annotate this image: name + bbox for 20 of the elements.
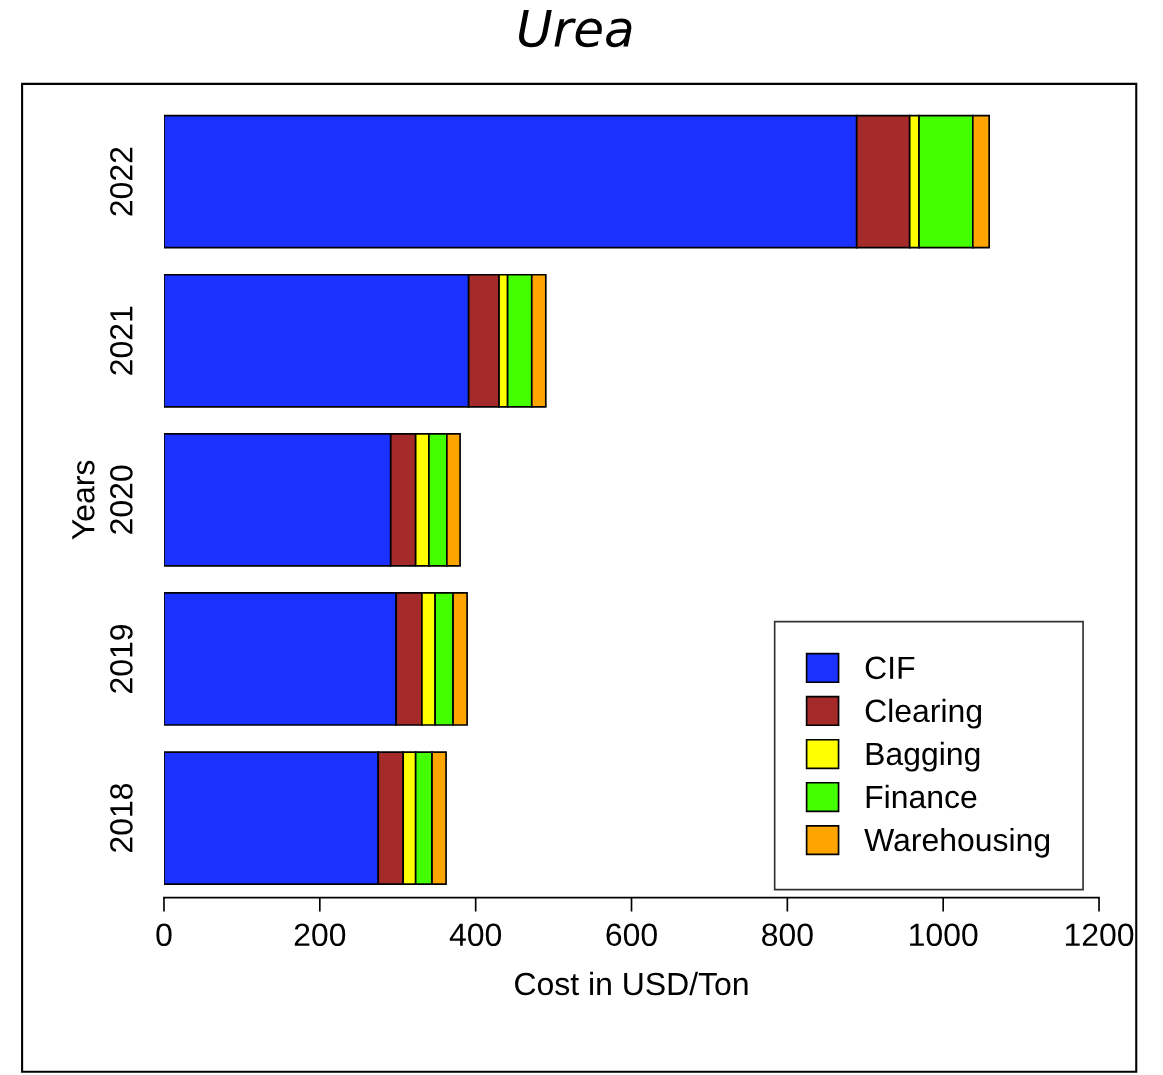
x-tick-label: 600 <box>606 923 657 947</box>
x-tick-label: 0 <box>156 923 172 947</box>
legend-label: Warehousing <box>864 827 1050 858</box>
legend-label: Bagging <box>866 741 980 772</box>
y-tick-label: 2022 <box>110 147 133 216</box>
x-tick-label: 1200 <box>1065 923 1134 947</box>
y-axis-title: Years <box>72 460 95 540</box>
x-tick-label: 400 <box>449 923 502 947</box>
x-axis-title: Cost in USD/Ton <box>515 971 748 996</box>
legend-label: Clearing <box>865 698 982 729</box>
y-tick-label: 2021 <box>110 306 133 375</box>
y-tick-label: 2020 <box>110 465 133 534</box>
x-tick-label: 200 <box>294 923 346 947</box>
legend-label: CIF <box>865 656 915 680</box>
y-tick-label: 2019 <box>110 624 133 693</box>
legend-label: Finance <box>866 784 977 809</box>
x-tick-label: 1000 <box>910 923 978 947</box>
chart-title: Urea <box>519 10 632 48</box>
y-tick-label: 2018 <box>110 783 133 852</box>
x-tick-label: 800 <box>762 923 813 947</box>
